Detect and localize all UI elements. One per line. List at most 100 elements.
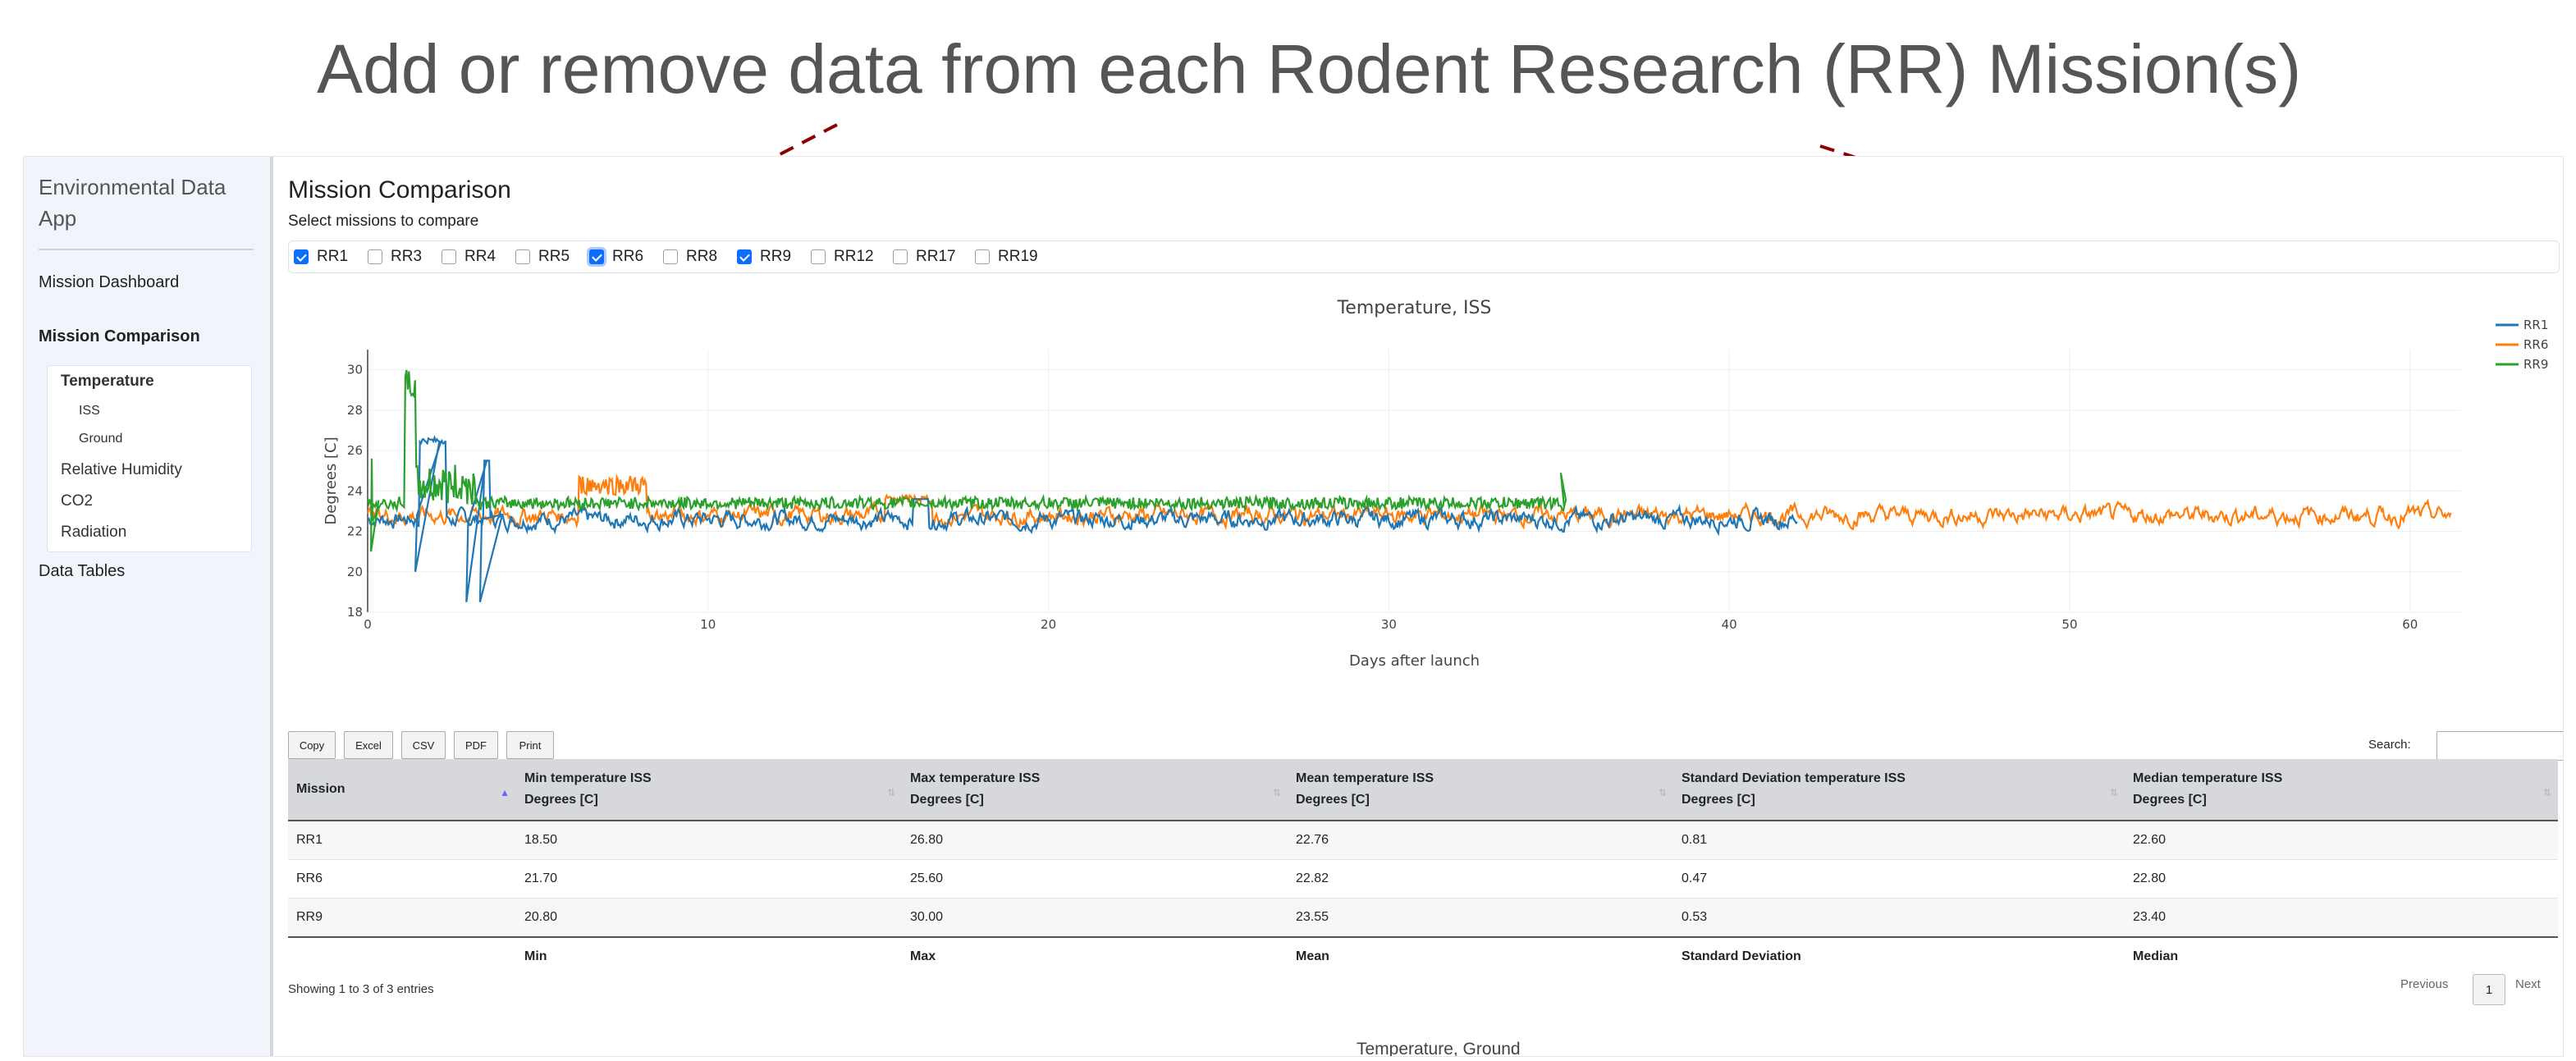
subnav-iss[interactable]: ISS bbox=[79, 404, 100, 418]
checkbox-box[interactable] bbox=[811, 249, 826, 264]
table-cell: RR1 bbox=[288, 821, 516, 860]
mission-label: RR3 bbox=[391, 248, 423, 265]
subnav-relative-humidity[interactable]: Relative Humidity bbox=[61, 461, 182, 478]
nav-data-tables[interactable]: Data Tables bbox=[39, 562, 126, 580]
y-tick-label: 18 bbox=[347, 605, 363, 620]
pager-next[interactable]: Next bbox=[2515, 977, 2541, 991]
table-cell: 18.50 bbox=[516, 821, 902, 860]
mission-label: RR17 bbox=[916, 248, 956, 265]
copy-button[interactable]: Copy bbox=[288, 731, 336, 759]
y-tick-label: 26 bbox=[347, 443, 363, 458]
checkbox-box[interactable] bbox=[975, 249, 990, 264]
column-header-max[interactable]: Max temperature ISS Degrees [C] ⇅ bbox=[902, 759, 1288, 821]
pdf-button[interactable]: PDF bbox=[454, 731, 498, 759]
series-line-rr1 bbox=[367, 435, 1798, 602]
column-header-mean[interactable]: Mean temperature ISS Degrees [C] ⇅ bbox=[1288, 759, 1673, 821]
nav-mission-comparison[interactable]: Mission Comparison bbox=[39, 327, 200, 345]
subnav-ground[interactable]: Ground bbox=[79, 432, 123, 446]
subnav-temperature[interactable]: Temperature bbox=[61, 373, 154, 390]
footer-cell: Max bbox=[902, 936, 1288, 976]
table-cell: 20.80 bbox=[516, 898, 902, 938]
mission-checkbox-rr4[interactable]: RR4 bbox=[442, 248, 496, 266]
header-unit: Degrees [C] bbox=[1681, 793, 1755, 807]
footer-cell: Mean bbox=[1288, 936, 1673, 976]
mission-checkbox-rr6[interactable]: RR6 bbox=[589, 248, 643, 266]
brand-divider bbox=[39, 249, 254, 250]
x-tick-label: 50 bbox=[2061, 617, 2077, 632]
table-info: Showing 1 to 3 of 3 entries bbox=[288, 982, 434, 996]
summary-table: Mission ▲ Min temperature ISS Degrees [C] ⇅… bbox=[288, 759, 2558, 976]
table-cell: 0.47 bbox=[1673, 859, 2125, 899]
checkbox-box[interactable] bbox=[515, 249, 530, 264]
x-tick-label: 10 bbox=[700, 617, 716, 632]
sort-icon: ⇅ bbox=[2109, 787, 2118, 798]
footer-cell: Standard Deviation bbox=[1673, 936, 2125, 976]
pager-page-1[interactable]: 1 bbox=[2473, 974, 2505, 1005]
checkbox-box[interactable] bbox=[368, 249, 382, 264]
print-button[interactable]: Print bbox=[506, 731, 554, 759]
y-axis-label: Degrees [C] bbox=[323, 437, 340, 524]
sort-icon: ⇅ bbox=[1272, 787, 1281, 798]
checkbox-box[interactable] bbox=[294, 249, 309, 264]
mission-checkbox-rr9[interactable]: RR9 bbox=[737, 248, 791, 266]
mission-label: RR1 bbox=[317, 248, 349, 265]
table-row: RR6 21.70 25.60 22.82 0.47 22.80 bbox=[288, 859, 2558, 899]
x-tick-label: 60 bbox=[2402, 617, 2418, 632]
checkbox-box[interactable] bbox=[893, 249, 908, 264]
chart-title: Temperature, ISS bbox=[1337, 298, 1492, 318]
mission-checkbox-rr1[interactable]: RR1 bbox=[294, 248, 348, 266]
checkbox-box[interactable] bbox=[442, 249, 456, 264]
excel-button[interactable]: Excel bbox=[344, 731, 393, 759]
search-label: Search: bbox=[2368, 738, 2411, 752]
sort-icon: ⇅ bbox=[1658, 787, 1667, 798]
temperature-chart-container: Temperature, ISS 0 10 20 30 40 50 60 18 20 22 24 26 2… bbox=[288, 284, 2563, 875]
mission-checkbox-rr3[interactable]: RR3 bbox=[368, 248, 422, 266]
table-footer-row: Min Max Mean Standard Deviation Median bbox=[288, 936, 2558, 976]
checkbox-box[interactable] bbox=[737, 249, 752, 264]
mission-checkbox-rr8[interactable]: RR8 bbox=[663, 248, 717, 266]
table-row: RR1 18.50 26.80 22.76 0.81 22.60 bbox=[288, 821, 2558, 860]
table-cell: RR6 bbox=[288, 859, 516, 899]
sort-asc-icon: ▲ bbox=[500, 787, 510, 798]
pager-previous[interactable]: Previous bbox=[2400, 977, 2449, 991]
mission-checkbox-rr12[interactable]: RR12 bbox=[811, 248, 874, 266]
page-title: Mission Comparison bbox=[288, 176, 511, 204]
column-header-min[interactable]: Min temperature ISS Degrees [C] ⇅ bbox=[516, 759, 902, 821]
mission-checkbox-rr5[interactable]: RR5 bbox=[515, 248, 570, 266]
checkbox-box[interactable] bbox=[589, 249, 604, 264]
temperature-iss-chart[interactable]: Temperature, ISS 0 10 20 30 40 50 60 18 20 22 24 26 2… bbox=[288, 284, 2563, 743]
column-header-std[interactable]: Standard Deviation temperature ISS Degree… bbox=[1673, 759, 2125, 821]
nav-mission-dashboard[interactable]: Mission Dashboard bbox=[39, 273, 180, 291]
table-cell: 21.70 bbox=[516, 859, 902, 899]
y-tick-label: 24 bbox=[347, 483, 363, 498]
footer-cell: Min bbox=[516, 936, 902, 976]
x-tick-label: 0 bbox=[364, 617, 372, 632]
sort-icon: ⇅ bbox=[2542, 787, 2551, 798]
search-input[interactable] bbox=[2436, 731, 2563, 761]
header-label: Standard Deviation temperature ISS bbox=[1681, 771, 1906, 785]
checkbox-box[interactable] bbox=[663, 249, 678, 264]
header-unit: Degrees [C] bbox=[910, 793, 984, 807]
csv-button[interactable]: CSV bbox=[401, 731, 446, 759]
y-tick-label: 20 bbox=[347, 565, 363, 579]
x-axis-label: Days after launch bbox=[1349, 652, 1480, 670]
y-tick-label: 28 bbox=[347, 403, 363, 418]
app-window: Environmental Data App Mission Dashboard… bbox=[23, 156, 2564, 1057]
mission-checkbox-rr17[interactable]: RR17 bbox=[893, 248, 956, 266]
table-cell: 26.80 bbox=[902, 821, 1288, 860]
subnav-co2[interactable]: CO2 bbox=[61, 492, 94, 510]
mission-label: RR8 bbox=[686, 248, 718, 265]
column-header-median[interactable]: Median temperature ISS Degrees [C] ⇅ bbox=[2125, 759, 2558, 821]
header-label: Min temperature ISS bbox=[524, 771, 652, 785]
mission-label: RR6 bbox=[612, 248, 644, 265]
mission-label: RR12 bbox=[834, 248, 874, 265]
next-chart-title: Temperature, Ground bbox=[1357, 1040, 1521, 1057]
table-cell: 22.60 bbox=[2125, 821, 2558, 860]
column-header-mission[interactable]: Mission ▲ bbox=[288, 759, 516, 821]
mission-checkbox-rr19[interactable]: RR19 bbox=[975, 248, 1038, 266]
mission-checkbox-bar: RR1 RR3 RR4 RR5 RR6 RR8 RR9 RR12 RR17 RR… bbox=[288, 240, 2560, 273]
table-cell: 22.76 bbox=[1288, 821, 1673, 860]
subnav-radiation[interactable]: Radiation bbox=[61, 524, 127, 541]
header-label: Mean temperature ISS bbox=[1296, 771, 1434, 785]
table-cell: 23.40 bbox=[2125, 898, 2558, 938]
